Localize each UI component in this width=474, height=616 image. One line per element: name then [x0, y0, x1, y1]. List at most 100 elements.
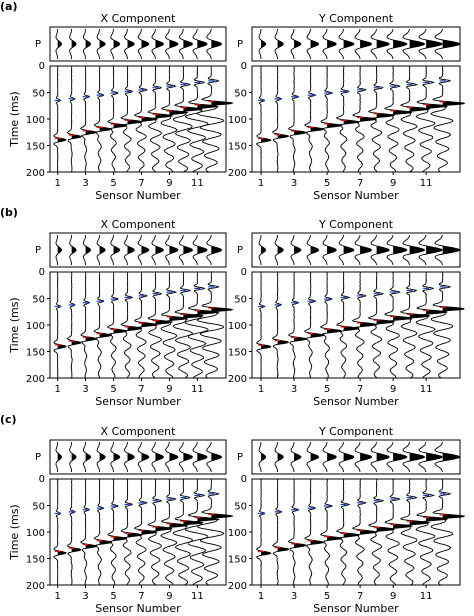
p-trace-fill [393, 38, 407, 50]
seismic-trace [93, 271, 113, 379]
p-trace-fill [376, 451, 390, 463]
trace-fill [183, 312, 203, 320]
x-tick-label: 5 [110, 591, 116, 602]
trace-fill [85, 128, 97, 137]
seismic-trace [107, 478, 128, 586]
p-trace-fill [343, 451, 354, 463]
p-trace-fill [409, 451, 425, 463]
seismic-trace [196, 478, 235, 586]
seismic-trace [320, 65, 343, 173]
seismic-trace [399, 65, 431, 173]
trace-fill [141, 320, 157, 329]
trace-fill [360, 320, 377, 329]
p-trace-fill [409, 244, 425, 256]
p-trace-fill [71, 38, 77, 50]
x-axis-label: Sensor Number [95, 395, 181, 408]
x-component-title: X Component [101, 425, 177, 438]
p-trace-fill [155, 244, 164, 256]
trace-fill [71, 338, 82, 347]
seismic-trace [53, 271, 67, 379]
y-tick-label: 200 [26, 168, 45, 179]
panel-label: (b) [0, 206, 18, 219]
y-tick-label: 100 [26, 321, 45, 332]
p-trace-fill [343, 244, 354, 256]
x-tick-label: 9 [390, 178, 396, 189]
p-trace-fill [294, 451, 301, 463]
seismic-trace [66, 271, 82, 379]
x-tick-label: 11 [191, 591, 204, 602]
x-tick-label: 1 [258, 178, 264, 189]
p-wave-box [49, 26, 227, 62]
p-trace-fill [360, 451, 372, 463]
x-tick-label: 11 [191, 384, 204, 395]
seismic-trace [172, 478, 203, 586]
seismic-trace [120, 271, 143, 379]
p-trace-fill [169, 38, 178, 50]
p-trace-fill [277, 451, 284, 463]
y-tick-zero: 0 [39, 61, 45, 72]
trace-fill [393, 522, 412, 530]
trace-fill [127, 324, 142, 333]
seismic-trace [256, 271, 272, 379]
trace-fill [360, 115, 377, 123]
trace-fill [141, 528, 157, 536]
y-tick-label: 150 [228, 348, 247, 359]
trace-fill [113, 121, 127, 130]
trace-fill [442, 512, 465, 521]
p-trace-fill [310, 38, 319, 50]
x-tick-label: 3 [291, 178, 297, 189]
seismic-trace [184, 271, 219, 379]
p-row-label: P [35, 39, 41, 50]
y-tick-label: 150 [26, 348, 45, 359]
trace-fill [57, 136, 67, 144]
p-wave-box [49, 439, 227, 475]
seismic-trace [93, 65, 113, 173]
x-tick-label: 9 [166, 384, 172, 395]
x-tick-label: 3 [82, 178, 88, 189]
p-trace-fill [211, 244, 222, 256]
p-trace-fill [261, 38, 266, 50]
seismic-trace [287, 478, 307, 586]
seismic-trace [120, 65, 143, 173]
trace-fill [127, 531, 142, 539]
y-tick-zero: 0 [241, 267, 247, 278]
p-trace-fill [327, 244, 337, 256]
y-tick-label: 50 [32, 89, 45, 100]
trace-fill [211, 99, 233, 107]
p-trace-fill [343, 38, 354, 50]
trace-fill [376, 318, 395, 326]
p-trace-fill [426, 451, 443, 463]
seismic-trace [53, 65, 67, 173]
p-row-label: P [35, 452, 41, 463]
p-trace-fill [442, 244, 460, 256]
p-trace-fill [57, 451, 62, 463]
trace-fill [277, 132, 289, 140]
y-tick-label: 200 [228, 374, 247, 385]
seismic-trace [53, 478, 67, 586]
seismic-trace [106, 271, 128, 379]
x-component-title: X Component [101, 12, 177, 25]
seismic-trace [107, 65, 128, 173]
seismic-trace [272, 478, 290, 586]
x-tick-label: 5 [324, 178, 330, 189]
x-axis-label: Sensor Number [95, 602, 181, 615]
p-trace-fill [409, 38, 425, 50]
gather-box [251, 65, 461, 173]
seismic-trace [288, 271, 307, 379]
seismic-trace [288, 65, 307, 173]
seismic-trace [147, 271, 173, 379]
seismic-trace [196, 65, 234, 173]
trace-fill [277, 545, 289, 553]
p-trace-fill [127, 451, 135, 463]
x-component-subplot: X Component P 0 50 100 150 200 1 3 5 7 9 11 Sensor Nu… [26, 218, 234, 408]
trace-fill [127, 118, 142, 126]
trace-fill [85, 335, 97, 343]
p-trace-fill [310, 244, 319, 256]
x-tick-label: 1 [54, 384, 60, 395]
y-tick-label: 200 [228, 581, 247, 592]
p-wave-box [251, 232, 461, 268]
y-tick-label: 150 [228, 142, 247, 153]
p-trace-fill [294, 38, 301, 50]
